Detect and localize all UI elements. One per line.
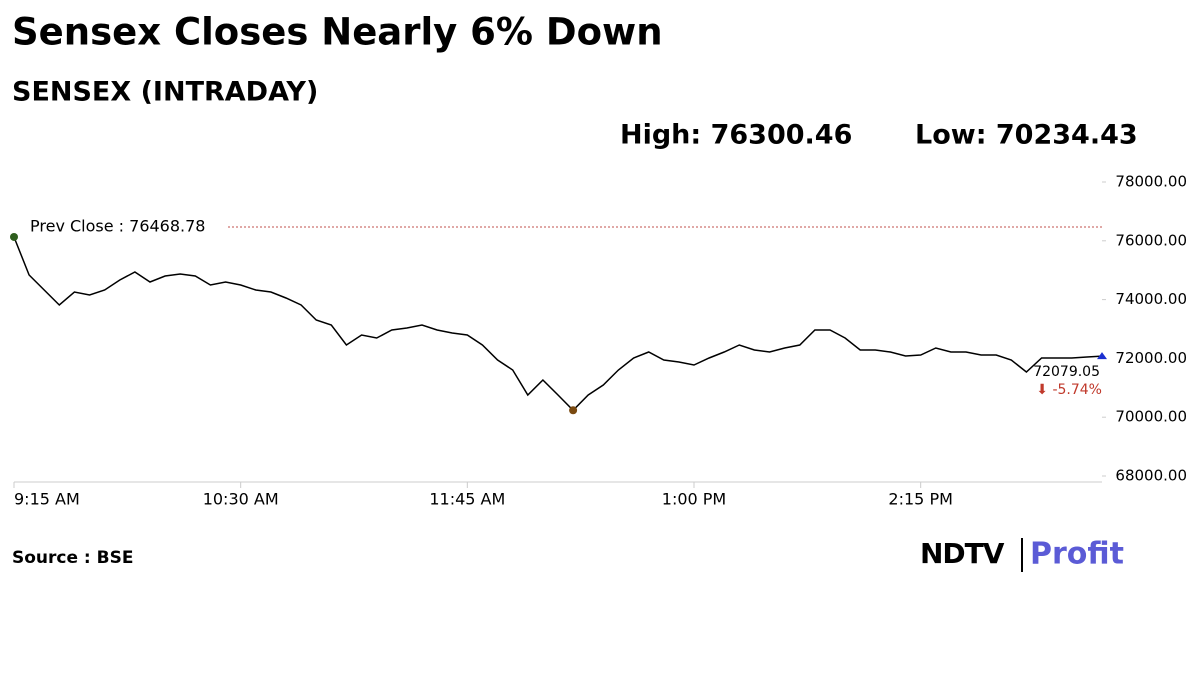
y-tick-label: 74000.00: [1115, 290, 1187, 308]
x-tick-label: 1:00 PM: [662, 490, 726, 509]
x-tick-label: 10:30 AM: [203, 490, 279, 509]
x-tick-label: 11:45 AM: [429, 490, 505, 509]
chart-subtitle: SENSEX (INTRADAY): [12, 77, 318, 108]
y-tick-label: 72000.00: [1115, 349, 1187, 367]
high-label: High: 76300.46: [620, 120, 852, 151]
y-tick-label: 70000.00: [1115, 408, 1187, 426]
y-tick-label: 76000.00: [1115, 231, 1187, 249]
source: Source : BSE: [12, 548, 133, 568]
last-marker: [1097, 352, 1107, 360]
y-tick-label: 68000.00: [1115, 467, 1187, 485]
low-dot: [569, 406, 578, 415]
last-value-label: 72079.05: [1033, 364, 1100, 380]
chart-title: Sensex Closes Nearly 6% Down: [12, 11, 663, 54]
x-tick-label: 9:15 AM: [14, 490, 80, 509]
low-label: Low: 70234.43: [915, 120, 1138, 151]
price-line: [13, 236, 1103, 412]
open-dot: [10, 232, 18, 241]
logo-ndtv: NDTV: [920, 537, 1005, 570]
logo-profit: Profit: [1030, 537, 1124, 572]
prev-close-label: Prev Close : 76468.78: [30, 217, 205, 236]
y-tick-label: 78000.00: [1115, 173, 1187, 191]
change-label: ⬇ -5.74%: [1036, 382, 1102, 398]
x-tick-label: 2:15 PM: [888, 490, 952, 509]
